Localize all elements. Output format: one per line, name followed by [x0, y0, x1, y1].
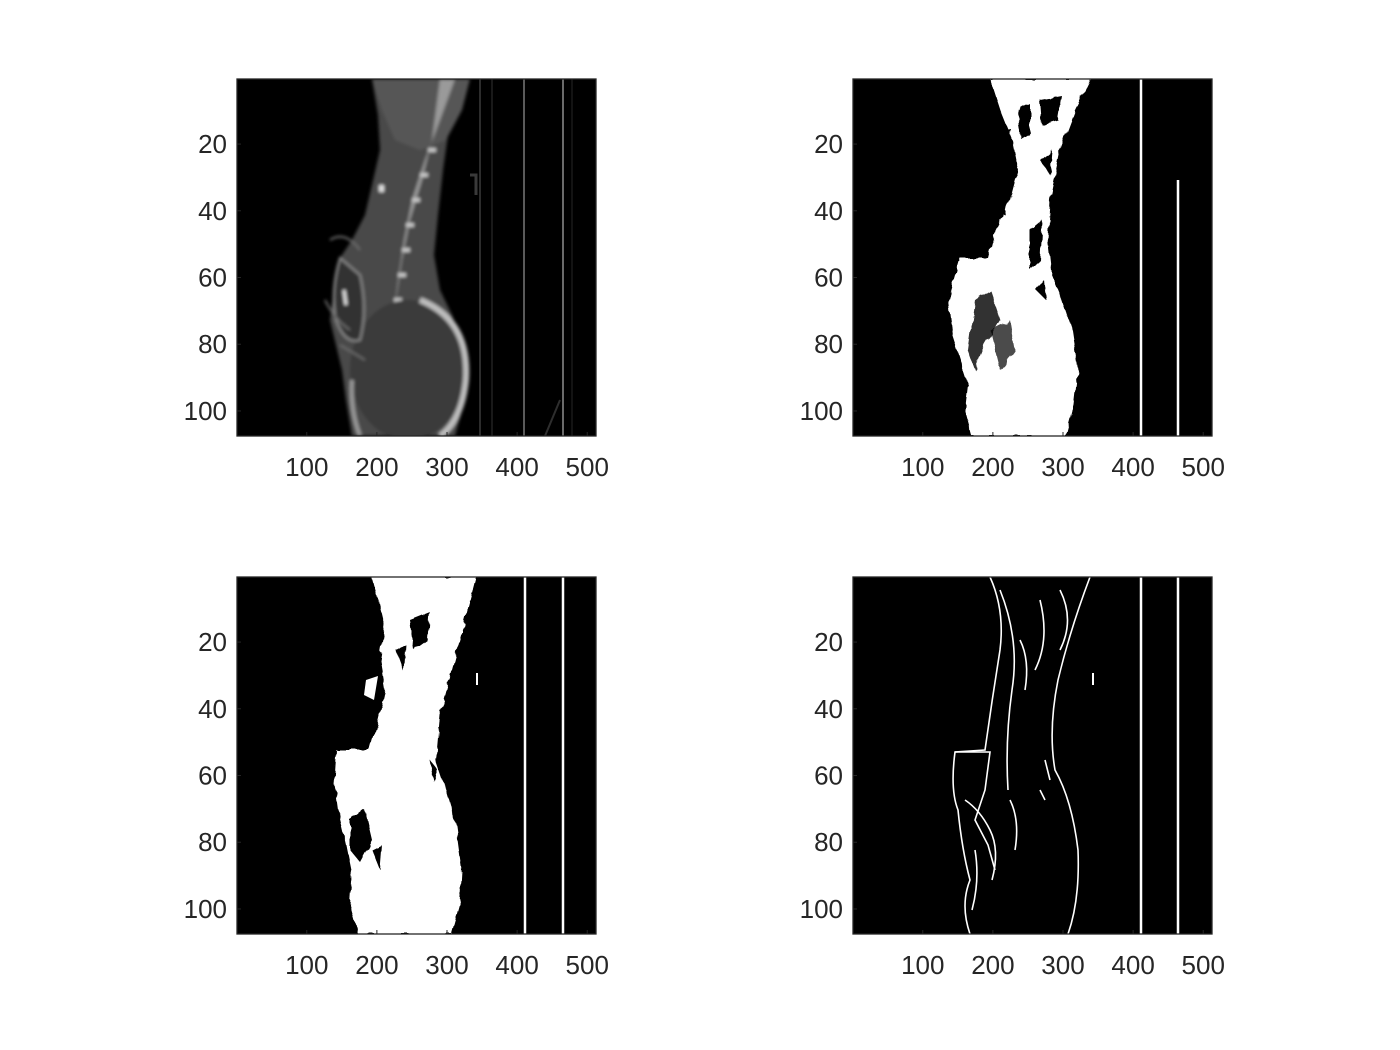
x-tick-label: 200 [355, 950, 398, 980]
x-tick-label: 400 [495, 452, 538, 482]
x-tick-label: 200 [355, 452, 398, 482]
y-tick-label: 100 [184, 894, 227, 924]
y-tick-label: 20 [814, 129, 843, 159]
y-tick-label: 20 [198, 129, 227, 159]
x-axis-ticks: 100 200 300 400 500 [285, 930, 609, 980]
y-tick-label: 100 [800, 396, 843, 426]
edge-map-image [853, 577, 1212, 934]
x-tick-label: 200 [971, 950, 1014, 980]
y-tick-label: 60 [814, 263, 843, 293]
y-axis-ticks: 20 40 60 80 100 [184, 627, 241, 924]
x-tick-label: 500 [1182, 452, 1225, 482]
x-tick-label: 200 [971, 452, 1014, 482]
filled-mask-image [237, 577, 596, 934]
y-tick-label: 60 [814, 761, 843, 791]
y-tick-label: 80 [198, 827, 227, 857]
y-tick-label: 80 [814, 827, 843, 857]
x-axis-ticks: 100 200 300 400 500 [285, 432, 609, 482]
y-tick-label: 20 [198, 627, 227, 657]
x-tick-label: 300 [1041, 452, 1084, 482]
edge-map-panel: 100 200 300 400 500 20 40 60 80 100 [800, 576, 1225, 980]
y-tick-label: 100 [184, 396, 227, 426]
x-tick-label: 300 [425, 950, 468, 980]
x-tick-label: 500 [566, 452, 609, 482]
x-axis-ticks: 100 200 300 400 500 [901, 930, 1225, 980]
x-tick-label: 400 [495, 950, 538, 980]
y-tick-label: 40 [198, 196, 227, 226]
x-tick-label: 500 [1182, 950, 1225, 980]
y-axis-ticks: 20 40 60 80 100 [800, 129, 857, 426]
y-tick-label: 40 [814, 694, 843, 724]
y-tick-label: 20 [814, 627, 843, 657]
ct-slice-panel: 100 200 300 400 500 20 40 60 80 100 [184, 78, 609, 482]
y-tick-label: 80 [198, 329, 227, 359]
ct-slice-image [237, 79, 596, 436]
y-tick-label: 60 [198, 761, 227, 791]
filled-mask-panel: 100 200 300 400 500 20 40 60 80 100 [184, 576, 609, 980]
y-tick-label: 40 [814, 196, 843, 226]
x-tick-label: 100 [901, 452, 944, 482]
binary-mask-image [853, 79, 1212, 436]
y-tick-label: 80 [814, 329, 843, 359]
x-tick-label: 500 [566, 950, 609, 980]
x-tick-label: 400 [1111, 452, 1154, 482]
x-tick-label: 300 [1041, 950, 1084, 980]
x-tick-label: 400 [1111, 950, 1154, 980]
x-tick-label: 300 [425, 452, 468, 482]
x-tick-label: 100 [285, 452, 328, 482]
x-axis-ticks: 100 200 300 400 500 [901, 432, 1225, 482]
y-axis-ticks: 20 40 60 80 100 [800, 627, 857, 924]
y-tick-label: 60 [198, 263, 227, 293]
x-tick-label: 100 [285, 950, 328, 980]
binary-mask-panel: 100 200 300 400 500 20 40 60 80 100 [800, 78, 1225, 482]
y-tick-label: 100 [800, 894, 843, 924]
x-tick-label: 100 [901, 950, 944, 980]
y-axis-ticks: 20 40 60 80 100 [184, 129, 241, 426]
y-tick-label: 40 [198, 694, 227, 724]
